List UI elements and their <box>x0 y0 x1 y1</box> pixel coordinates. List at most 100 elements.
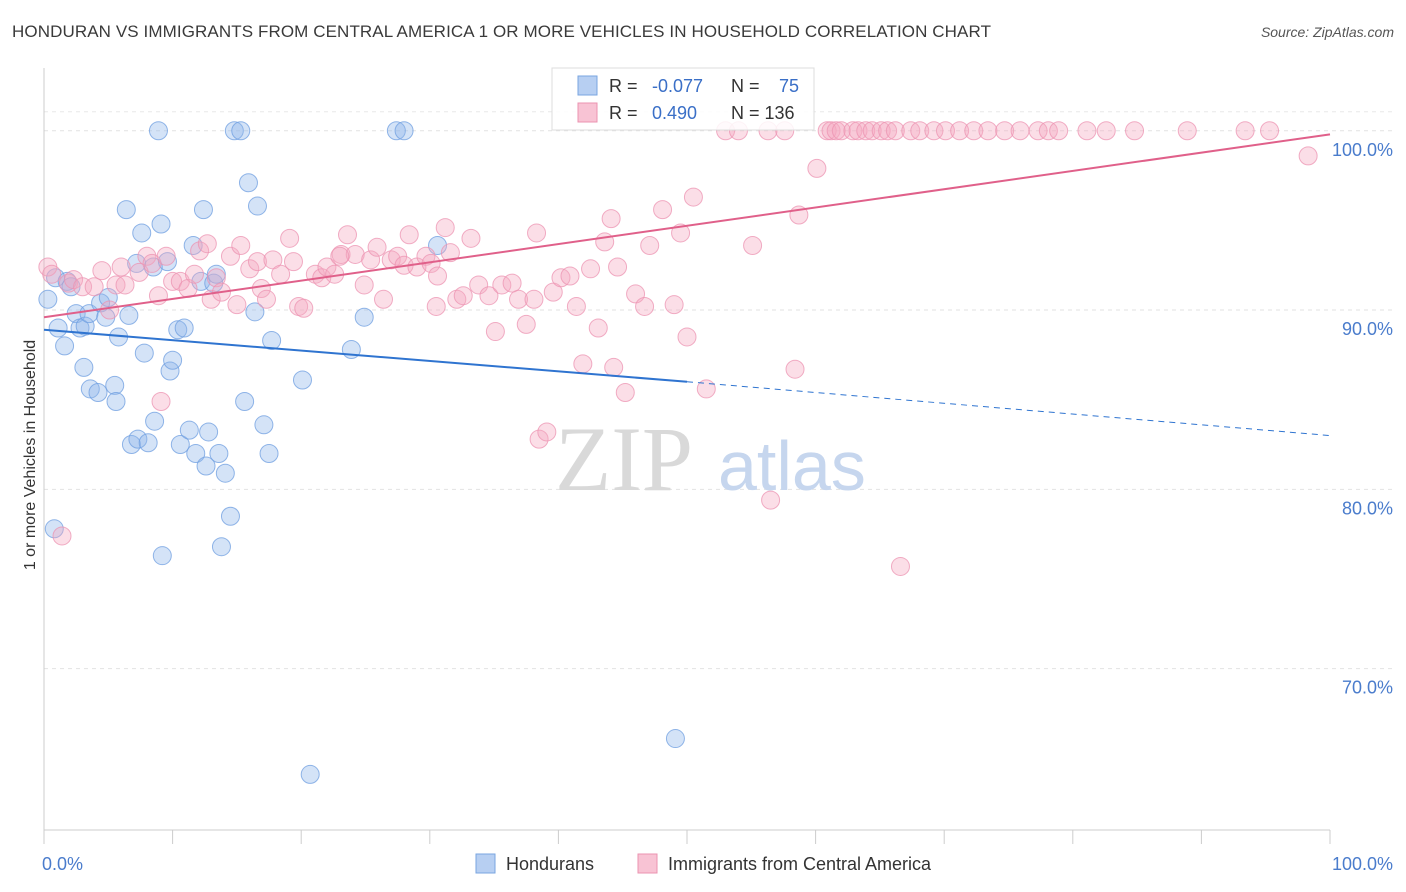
point-hondurans <box>186 443 206 463</box>
point-immigrants <box>509 289 529 309</box>
point-hondurans <box>121 435 141 455</box>
y-tick-label: 90.0% <box>1342 319 1393 339</box>
point-immigrants <box>399 225 419 245</box>
point-immigrants <box>231 236 251 256</box>
point-immigrants <box>479 286 499 306</box>
point-immigrants <box>354 275 374 295</box>
trend-line-hondurans <box>43 328 688 383</box>
trend-line-hondurans-extension <box>686 381 1331 437</box>
point-immigrants <box>848 121 868 141</box>
y-tick-label: 70.0% <box>1342 678 1393 698</box>
point-hondurans <box>105 375 125 395</box>
point-immigrants <box>885 121 905 141</box>
watermark-atlas: atlas <box>718 427 866 505</box>
point-hondurans <box>55 336 75 356</box>
point-immigrants <box>1038 121 1058 141</box>
point-immigrants <box>1260 121 1280 141</box>
point-immigrants <box>227 295 247 315</box>
point-immigrants <box>280 228 300 248</box>
point-hondurans <box>119 305 139 325</box>
point-hondurans <box>247 196 267 216</box>
point-immigrants <box>601 209 621 229</box>
point-hondurans <box>211 537 231 557</box>
point-hondurans <box>196 456 216 476</box>
point-hondurans <box>74 357 94 377</box>
point-immigrants <box>283 252 303 272</box>
point-hondurans <box>215 463 235 483</box>
point-immigrants <box>581 259 601 279</box>
y-tick-label: 100.0% <box>1332 140 1393 160</box>
point-immigrants <box>1049 121 1069 141</box>
point-immigrants <box>964 121 984 141</box>
point-immigrants <box>588 318 608 338</box>
point-immigrants <box>664 295 684 315</box>
point-immigrants <box>826 121 846 141</box>
point-immigrants <box>537 422 557 442</box>
trend-lines <box>43 133 1331 437</box>
point-hondurans <box>394 121 414 141</box>
point-immigrants <box>566 296 586 316</box>
chart-title: HONDURAN VS IMMIGRANTS FROM CENTRAL AMER… <box>12 22 992 41</box>
legend-n-value-1: 75 <box>779 76 799 96</box>
point-hondurans <box>88 383 108 403</box>
stats-legend: R = -0.077 N = 75 R = 0.490 N = 136 <box>551 67 815 131</box>
point-hondurans <box>174 318 194 338</box>
trend-line-immigrants <box>43 133 1331 319</box>
point-immigrants <box>935 121 955 141</box>
point-immigrants <box>1010 121 1030 141</box>
point-immigrants <box>671 223 691 243</box>
point-immigrants <box>247 252 267 272</box>
point-hondurans <box>38 289 58 309</box>
point-immigrants <box>502 273 522 293</box>
point-immigrants <box>92 261 112 281</box>
point-immigrants <box>426 296 446 316</box>
point-hondurans <box>238 173 258 193</box>
point-immigrants <box>653 200 673 220</box>
point-hondurans <box>132 223 152 243</box>
point-immigrants <box>345 244 365 264</box>
watermark-zip: ZIP <box>555 408 693 510</box>
y-tick-labels: 100.0% 90.0% 80.0% 70.0% <box>1332 140 1393 698</box>
legend-n-label-1: N = <box>731 76 760 96</box>
point-immigrants <box>115 275 135 295</box>
point-hondurans <box>170 435 190 455</box>
point-immigrants <box>527 223 547 243</box>
legend-pink-swatch <box>577 102 598 123</box>
point-immigrants <box>1235 121 1255 141</box>
legend-hondurans-swatch <box>475 853 496 874</box>
point-immigrants <box>453 286 473 306</box>
point-immigrants <box>640 236 660 256</box>
point-hondurans <box>292 370 312 390</box>
point-hondurans <box>75 316 95 336</box>
legend-immigrants-label: Immigrants from Central America <box>668 854 932 874</box>
point-hondurans <box>220 506 240 526</box>
point-immigrants <box>367 237 387 257</box>
legend-r-label-1: R = <box>609 76 638 96</box>
point-immigrants <box>206 268 226 288</box>
series-immigrants-central-america <box>38 121 1318 576</box>
point-immigrants <box>878 121 898 141</box>
point-immigrants <box>1028 121 1048 141</box>
point-hondurans <box>665 729 685 749</box>
point-immigrants <box>608 257 628 277</box>
point-immigrants <box>240 259 260 279</box>
point-hondurans <box>254 415 274 435</box>
x-tick-labels: 0.0% 100.0% <box>42 854 1393 874</box>
point-hondurans <box>106 391 126 411</box>
point-immigrants <box>256 289 276 309</box>
point-immigrants <box>190 241 210 261</box>
point-immigrants <box>635 296 655 316</box>
point-immigrants <box>42 264 62 284</box>
point-immigrants <box>428 266 448 286</box>
point-hondurans <box>152 546 172 566</box>
point-hondurans <box>61 277 81 297</box>
point-hondurans <box>259 443 279 463</box>
point-immigrants <box>1077 121 1097 141</box>
point-immigrants <box>1177 121 1197 141</box>
legend-r-value-1: -0.077 <box>652 76 703 96</box>
point-immigrants <box>447 289 467 309</box>
point-immigrants <box>978 121 998 141</box>
point-hondurans <box>199 422 219 442</box>
point-immigrants <box>821 121 841 141</box>
point-hondurans <box>168 320 188 340</box>
